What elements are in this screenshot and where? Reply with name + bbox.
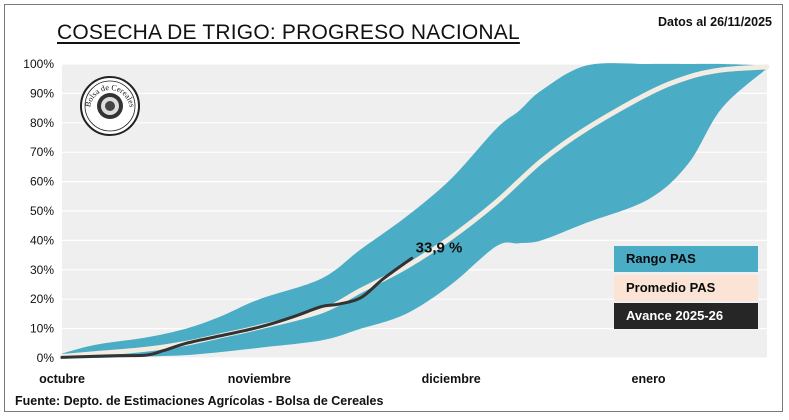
y-axis: 0% 10% 20% 30% 40% 50% 60% 70% 80% 90% 100%	[23, 57, 54, 365]
y-tick-label: 100%	[23, 57, 54, 71]
x-axis: octubre noviembre diciembre enero	[39, 372, 666, 386]
y-tick-label: 20%	[30, 292, 54, 306]
y-tick-label: 80%	[30, 116, 54, 130]
x-tick-label: enero	[632, 372, 666, 386]
y-tick-label: 70%	[30, 145, 54, 159]
bolsa-de-cereales-logo: Bolsa de Cereales	[80, 76, 140, 136]
current-value-label: 33,9 %	[416, 239, 463, 256]
data-date: Datos al 26/11/2025	[658, 15, 772, 29]
range-band	[62, 63, 767, 359]
legend-average: Promedio PAS	[614, 275, 758, 301]
legend-range: Rango PAS	[614, 246, 758, 272]
x-tick-label: diciembre	[422, 372, 481, 386]
y-tick-label: 90%	[30, 86, 54, 100]
grid-lines	[62, 63, 767, 359]
y-tick-label: 30%	[30, 263, 54, 277]
legend-current: Avance 2025-26	[614, 303, 758, 329]
y-tick-label: 0%	[37, 351, 55, 365]
y-tick-label: 40%	[30, 233, 54, 247]
current-season-line	[60, 256, 414, 359]
source-note: Fuente: Depto. de Estimaciones Agrícolas…	[15, 394, 384, 408]
chart-title: COSECHA DE TRIGO: PROGRESO NACIONAL	[57, 21, 520, 44]
x-tick-label: noviembre	[228, 372, 291, 386]
y-tick-label: 10%	[30, 322, 54, 336]
y-tick-label: 60%	[30, 175, 54, 189]
x-tick-label: octubre	[39, 372, 85, 386]
y-tick-label: 50%	[30, 204, 54, 218]
